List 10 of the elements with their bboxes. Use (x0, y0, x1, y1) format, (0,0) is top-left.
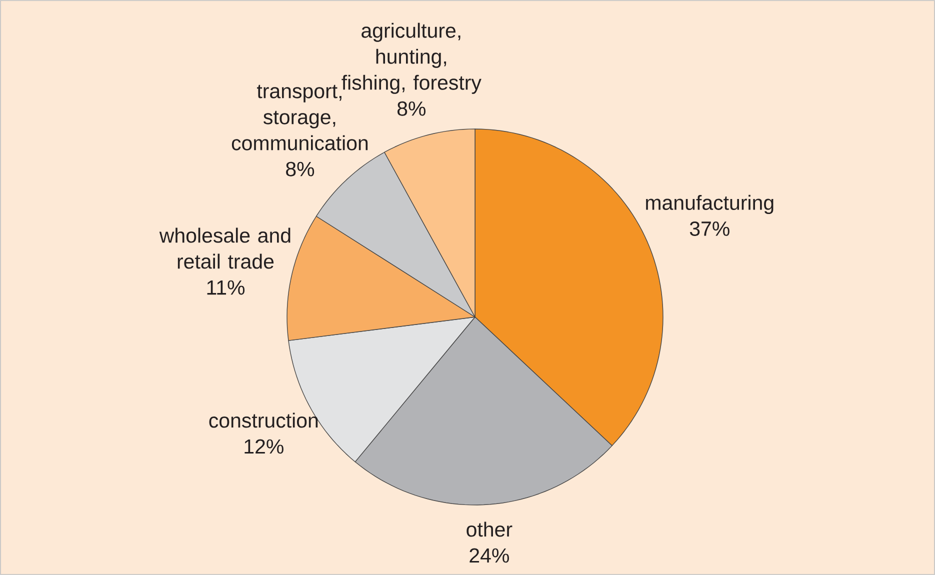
data-label: 12% (244, 439, 284, 454)
data-label: 11% (207, 280, 245, 295)
data-label: 8% (286, 162, 314, 176)
data-label: 24% (470, 548, 509, 563)
data-label: 8% (398, 101, 426, 116)
data-label: 37% (690, 221, 730, 236)
slice-label: wholesale and retail trade (159, 228, 290, 269)
slice-label: other (466, 522, 512, 537)
slice-label: manufacturing (646, 194, 774, 214)
slice-label: construction (209, 412, 318, 428)
